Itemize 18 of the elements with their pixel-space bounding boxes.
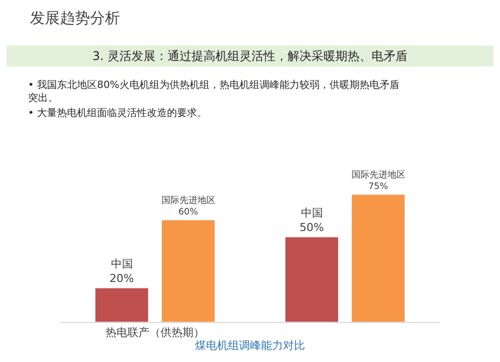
x-axis-title: 煤电机组调峰能力对比	[195, 339, 305, 352]
chart-title: 发展趋势分析	[30, 9, 120, 28]
data-label: 75%	[368, 182, 388, 192]
data-label: 60%	[178, 208, 198, 218]
data-label: 20%	[110, 272, 134, 286]
chart-subtitle: 3. 灵活发展：通过提高机组灵活性，解决采暖期热、电矛盾	[92, 49, 408, 63]
series-label: 国际先进地区	[161, 195, 216, 206]
x-tick-label: 热电联产（供热期）	[106, 326, 204, 340]
bar	[351, 194, 406, 322]
bar	[284, 236, 339, 322]
bar	[161, 220, 216, 322]
bar	[94, 288, 149, 322]
text: • 大量热电机组面临灵活性改造的要求。	[28, 107, 208, 119]
text: • 我国东北地区80%火电机组为供热机组，热电机组调峰能力较弱，供暖期热电矛盾突出。	[28, 79, 400, 104]
text: 中国	[300, 206, 323, 220]
series-label: 中国	[110, 258, 133, 271]
text: 国际先进地区	[351, 170, 406, 181]
data-label: 50%	[300, 221, 324, 234]
